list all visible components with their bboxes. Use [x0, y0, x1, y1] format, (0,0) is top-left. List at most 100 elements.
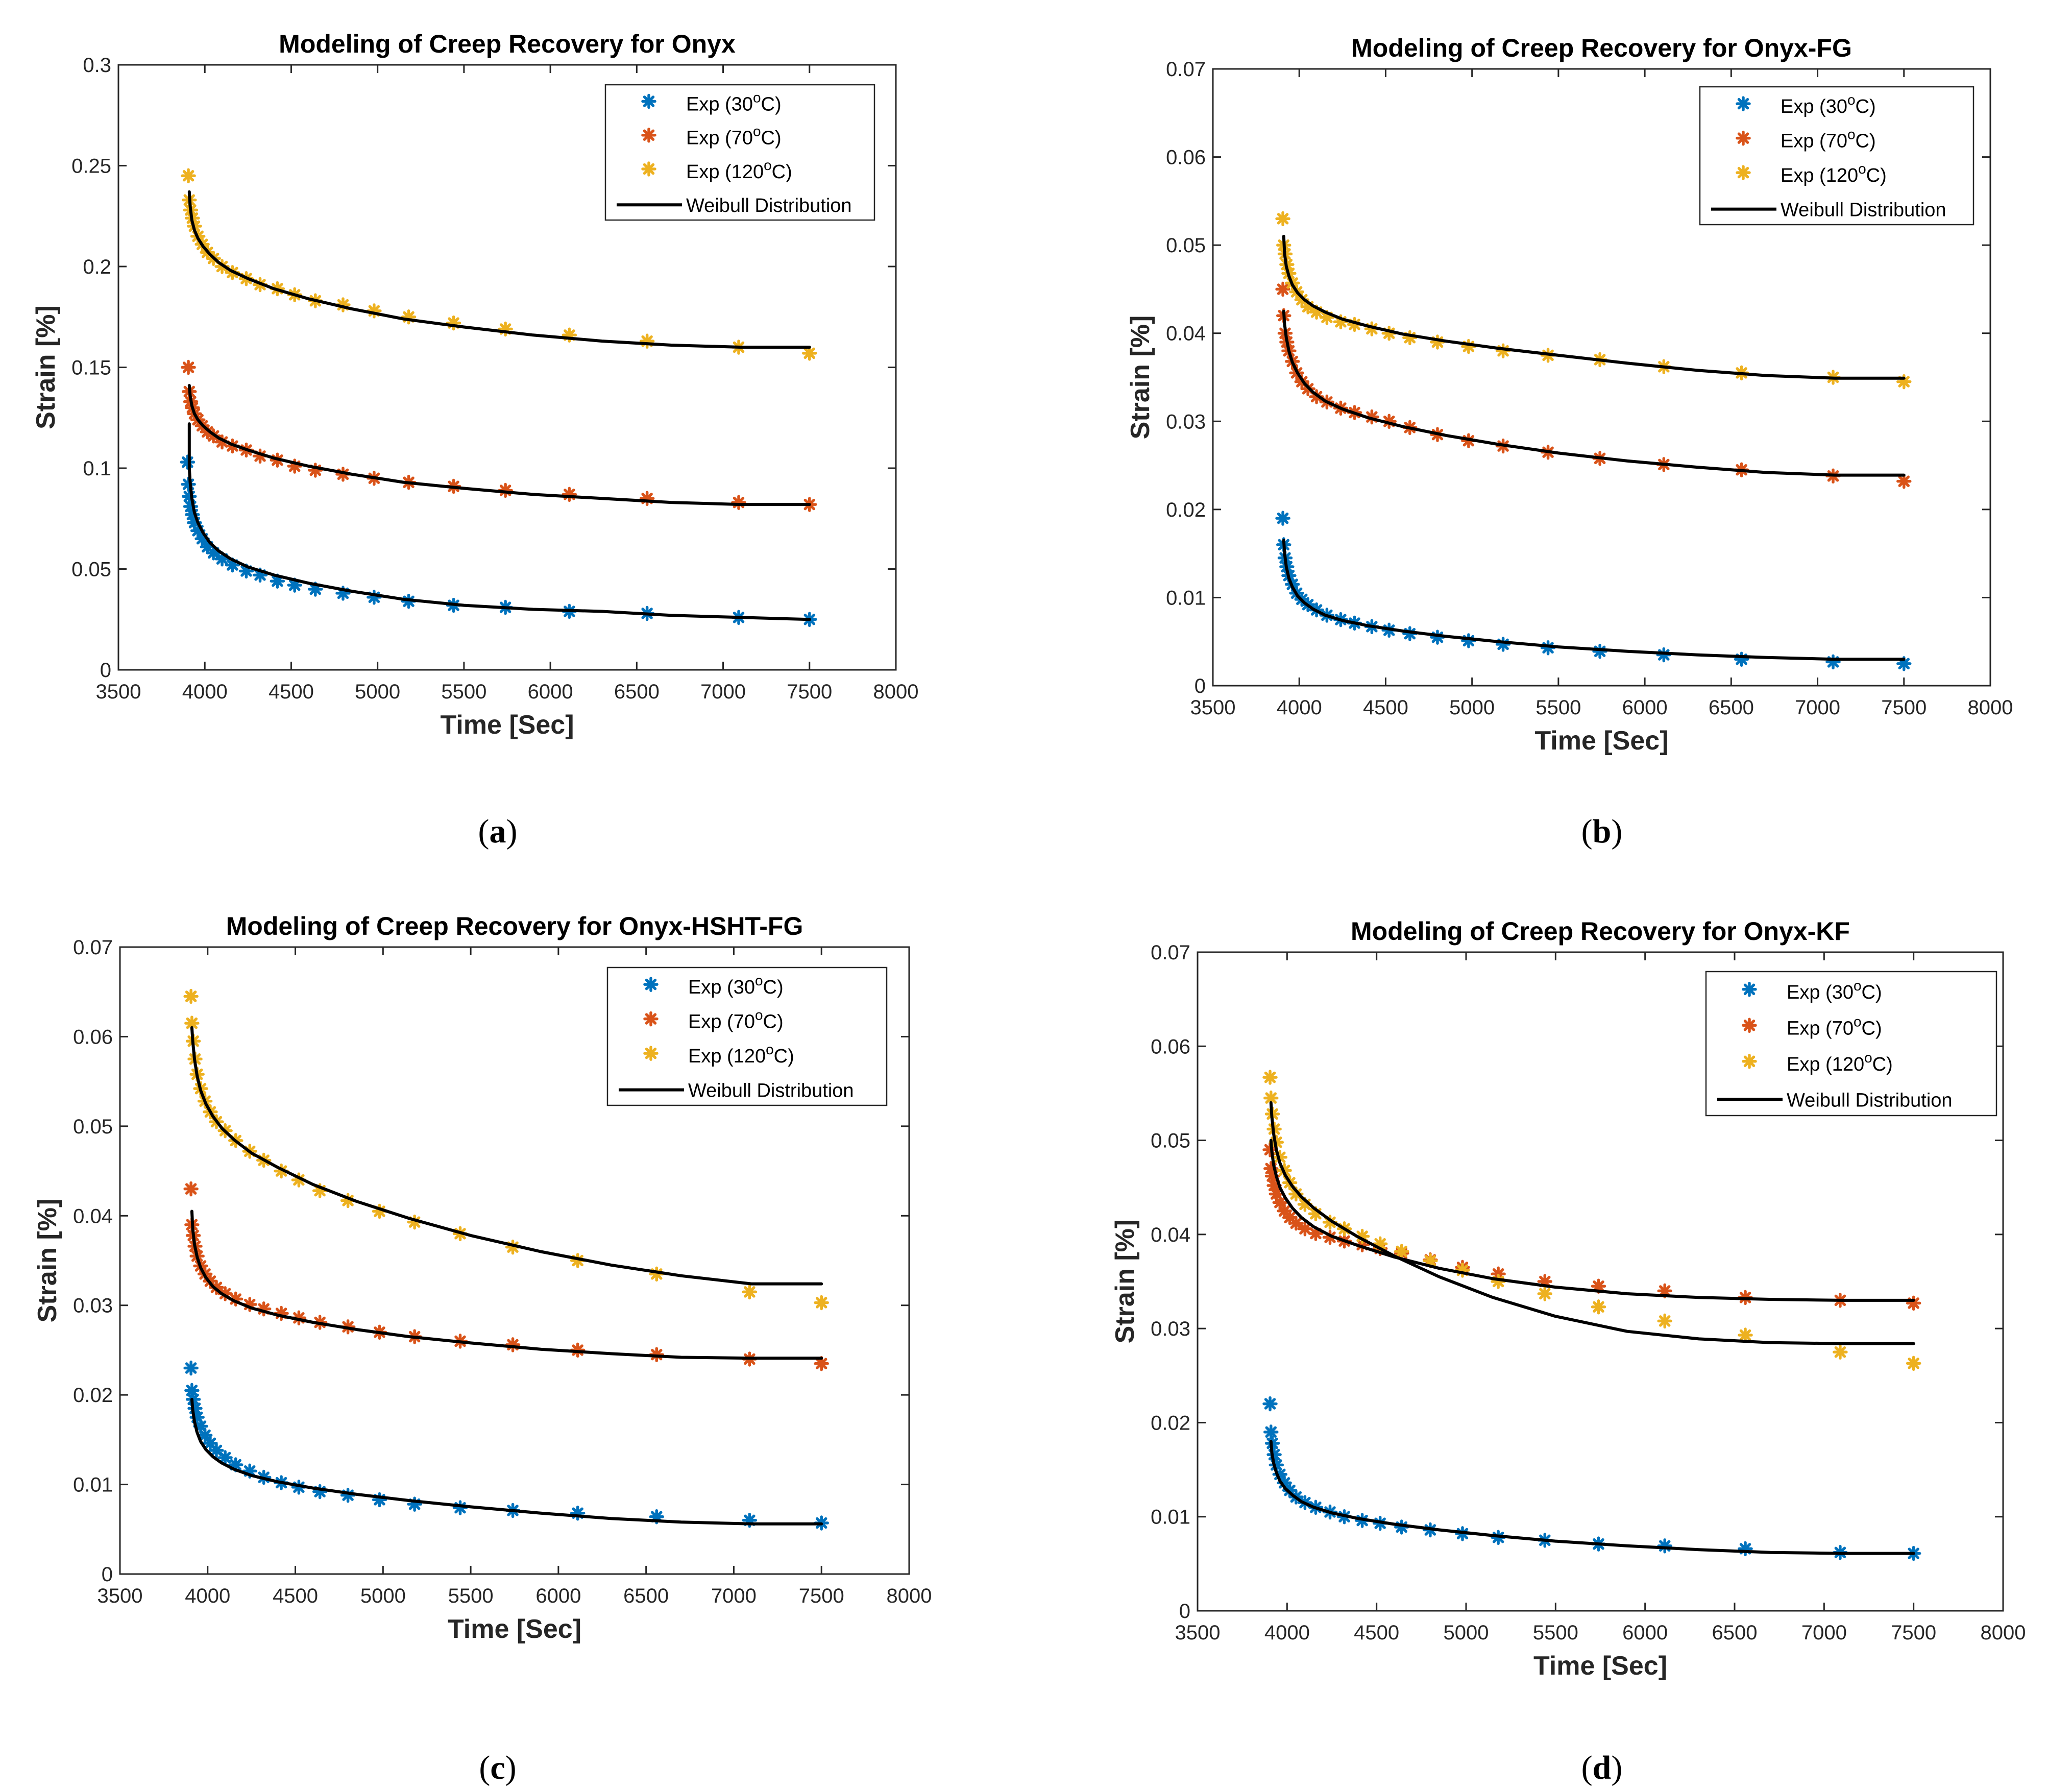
y-tick-label: 0.06 — [1166, 147, 1206, 169]
x-tick-label: 4000 — [185, 1585, 230, 1607]
panel-label-close: ) — [1611, 1749, 1622, 1786]
x-tick-label: 7500 — [799, 1585, 844, 1607]
y-tick-label: 0.3 — [83, 54, 111, 77]
data-point — [1906, 1356, 1921, 1371]
x-tick-label: 6000 — [528, 681, 573, 703]
x-tick-label: 7500 — [787, 681, 832, 703]
legend-box — [1705, 971, 1997, 1117]
legend-label-text: Exp (70 — [688, 1011, 755, 1033]
exp-series-2 — [183, 1181, 829, 1371]
panel-label: (c) — [479, 1749, 516, 1786]
plot-area — [119, 946, 910, 1575]
legend-marker-swatch — [1736, 96, 1751, 111]
legend-label-superscript: o — [1858, 161, 1866, 177]
panel-label: (b) — [1581, 813, 1623, 850]
legend-label-superscript: o — [753, 124, 761, 139]
legend-label: Exp (120oC) — [688, 1042, 794, 1067]
exp-series-2 — [181, 359, 817, 512]
x-tick-label: 4500 — [1354, 1622, 1399, 1644]
data-point — [1495, 637, 1511, 652]
x-tick-label: 5000 — [1444, 1622, 1489, 1644]
y-tick-label: 0.03 — [73, 1295, 113, 1317]
x-tick-label: 5500 — [1533, 1622, 1578, 1644]
data-point — [1275, 511, 1290, 526]
exp-series-1 — [180, 454, 817, 627]
x-tick-label: 5500 — [1535, 696, 1581, 719]
panel-label-open: ( — [479, 1749, 490, 1786]
weibull-fit-line — [190, 1210, 823, 1360]
x-axis-label: Time [Sec] — [1534, 726, 1668, 756]
x-tick-label: 3500 — [96, 681, 141, 703]
y-axis-label: Strain [%] — [1110, 1220, 1140, 1344]
x-tick-label: 3500 — [1190, 696, 1236, 719]
legend-marker-swatch — [643, 977, 659, 992]
x-tick-label: 5000 — [360, 1585, 406, 1607]
legend-label-suffix: C) — [763, 1011, 784, 1033]
legend-label: Exp (30oC) — [1781, 92, 1876, 117]
y-tick-label: 0.01 — [1151, 1506, 1190, 1529]
y-tick-label: 0 — [102, 1563, 113, 1586]
legend-label-superscript: o — [755, 1007, 763, 1023]
data-point — [180, 454, 196, 470]
data-point — [1394, 1244, 1409, 1259]
weibull-fit-line — [190, 1397, 823, 1526]
data-point — [1591, 1299, 1606, 1315]
y-tick-label: 0.05 — [71, 559, 111, 581]
data-point — [505, 1337, 521, 1352]
panel-label-open: ( — [478, 813, 490, 850]
legend-label: Weibull Distribution — [688, 1080, 854, 1102]
panel-label: (a) — [478, 813, 518, 850]
legend-label-superscript: o — [766, 1042, 774, 1057]
y-tick-label: 0.02 — [1151, 1412, 1190, 1434]
panel-label: (d) — [1581, 1749, 1623, 1786]
legend-marker-swatch — [1742, 982, 1757, 997]
exp-series-1 — [1262, 1396, 1921, 1561]
data-point — [742, 1284, 758, 1300]
weibull-fit-line — [1282, 539, 1906, 661]
x-tick-label: 7500 — [1891, 1622, 1936, 1644]
y-tick-label: 0.01 — [1166, 587, 1206, 609]
y-tick-label: 0.15 — [71, 357, 111, 379]
weibull-fit-line — [190, 1026, 823, 1286]
x-tick-label: 8000 — [1968, 696, 2013, 719]
x-tick-label: 4500 — [273, 1585, 318, 1607]
x-tick-label: 8000 — [873, 681, 919, 703]
plot-area — [1212, 68, 1991, 687]
panel-label-close: ) — [506, 813, 518, 850]
chart-title: Modeling of Creep Recovery for Onyx-KF — [1351, 917, 1850, 946]
legend-label: Weibull Distribution — [1787, 1090, 1953, 1111]
legend-label-superscript: o — [1847, 92, 1856, 108]
data-point — [1537, 1286, 1553, 1301]
legend-label-suffix: C) — [774, 1046, 794, 1067]
data-point — [1657, 1313, 1672, 1329]
y-tick-label: 0.05 — [1151, 1130, 1190, 1152]
legend-marker-swatch — [641, 161, 656, 177]
data-point — [217, 1450, 233, 1465]
data-point — [562, 487, 577, 502]
y-axis-label: Strain [%] — [31, 305, 61, 429]
y-tick-label: 0.02 — [1166, 499, 1206, 521]
weibull-fit-line — [1269, 1139, 1915, 1302]
data-point — [1262, 1396, 1278, 1412]
legend-label-suffix: C) — [761, 93, 782, 115]
data-point — [270, 573, 285, 589]
y-tick-label: 0.07 — [73, 936, 113, 959]
legend-label-suffix: C) — [1866, 165, 1887, 186]
x-tick-label: 7000 — [1795, 696, 1840, 719]
y-tick-label: 0.01 — [73, 1474, 113, 1496]
panel-label-open: ( — [1581, 1749, 1593, 1786]
legend-label-superscript: o — [1847, 127, 1856, 142]
legend-label: Exp (70oC) — [686, 124, 782, 149]
y-tick-label: 0.04 — [1151, 1224, 1190, 1246]
data-point — [183, 1360, 199, 1376]
legend-label-superscript: o — [1864, 1050, 1872, 1066]
x-tick-label: 4000 — [1277, 696, 1322, 719]
legend-label-text: Exp (30 — [1781, 96, 1847, 117]
legend-label-suffix: C) — [772, 161, 792, 183]
x-axis-label: Time [Sec] — [1533, 1651, 1667, 1681]
x-tick-label: 7000 — [700, 681, 746, 703]
data-point — [181, 359, 196, 375]
y-axis-label: Strain [%] — [33, 1199, 62, 1323]
data-point — [1275, 211, 1290, 227]
